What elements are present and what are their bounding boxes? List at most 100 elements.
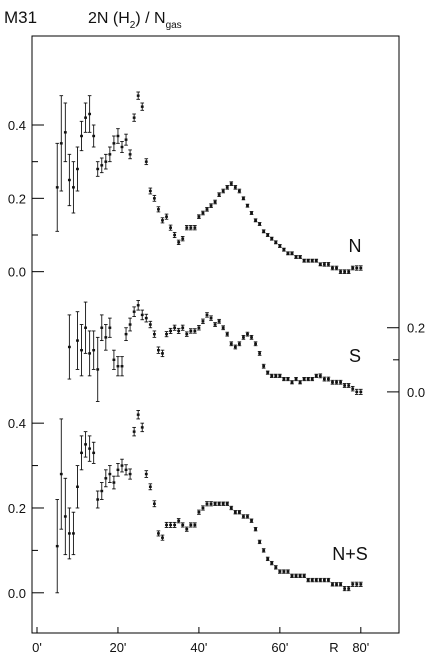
data-marker xyxy=(258,352,262,355)
data-point xyxy=(112,349,116,370)
data-marker xyxy=(197,215,201,218)
data-marker xyxy=(254,527,257,531)
data-point xyxy=(87,95,92,133)
data-point xyxy=(282,247,286,252)
data-marker xyxy=(274,241,278,244)
data-point xyxy=(322,577,327,583)
data-marker xyxy=(152,502,156,505)
data-point xyxy=(144,313,149,323)
data-point xyxy=(184,225,189,231)
data-point xyxy=(95,490,100,509)
data-marker xyxy=(327,263,330,266)
data-marker xyxy=(302,377,306,381)
data-marker xyxy=(124,468,128,472)
data-point xyxy=(67,314,72,380)
data-marker xyxy=(294,255,298,259)
data-marker xyxy=(306,377,310,381)
data-point xyxy=(156,346,161,354)
data-point xyxy=(79,435,84,471)
data-point xyxy=(168,521,173,528)
data-marker xyxy=(262,230,266,233)
data-point xyxy=(253,341,258,347)
data-point xyxy=(75,465,80,509)
data-point xyxy=(294,255,298,259)
data-marker xyxy=(274,374,278,378)
data-point xyxy=(306,258,310,263)
data-point xyxy=(164,521,169,528)
data-marker xyxy=(278,244,282,248)
data-point xyxy=(221,501,225,506)
data-point xyxy=(108,146,112,163)
data-marker xyxy=(112,142,116,145)
data-point xyxy=(197,509,201,515)
data-point xyxy=(176,239,181,245)
data-point xyxy=(193,328,197,334)
data-point xyxy=(160,349,165,358)
data-marker xyxy=(250,211,253,215)
data-point xyxy=(120,458,124,473)
data-marker xyxy=(221,189,225,193)
data-point xyxy=(233,344,238,350)
data-marker xyxy=(80,348,83,352)
data-point xyxy=(209,501,213,507)
data-point xyxy=(152,330,157,338)
data-point xyxy=(108,317,112,338)
data-marker xyxy=(213,200,217,204)
data-marker xyxy=(359,266,363,270)
data-point xyxy=(184,331,189,337)
data-point xyxy=(91,124,96,148)
data-marker xyxy=(254,342,257,345)
data-marker xyxy=(242,336,245,339)
data-marker xyxy=(258,222,262,226)
data-point xyxy=(225,501,230,506)
data-point xyxy=(354,388,359,395)
data-marker xyxy=(169,523,172,527)
data-point xyxy=(269,560,274,566)
data-point xyxy=(59,418,64,530)
panel-label-s: S xyxy=(349,346,361,366)
data-point xyxy=(193,522,197,528)
data-point xyxy=(354,581,359,587)
data-marker xyxy=(355,266,359,270)
data-point xyxy=(104,153,108,170)
y-tick-label: 0.4 xyxy=(8,118,26,133)
data-point xyxy=(334,379,339,385)
data-point xyxy=(229,181,234,186)
data-point xyxy=(346,383,351,388)
data-point xyxy=(87,435,92,462)
data-marker xyxy=(306,578,310,582)
data-marker xyxy=(359,390,363,394)
data-point xyxy=(144,158,149,166)
data-marker xyxy=(161,536,164,539)
data-marker xyxy=(254,219,257,222)
data-marker xyxy=(144,160,148,163)
data-marker xyxy=(213,323,217,326)
data-point xyxy=(233,510,238,515)
data-marker xyxy=(132,116,136,119)
data-point xyxy=(261,363,266,369)
data-marker xyxy=(201,211,205,215)
data-point xyxy=(294,377,298,382)
data-point xyxy=(350,581,355,587)
data-marker xyxy=(116,134,120,138)
data-marker xyxy=(351,266,355,270)
data-marker xyxy=(185,332,189,336)
data-point xyxy=(290,251,294,256)
data-point xyxy=(245,514,250,519)
data-point xyxy=(176,518,181,524)
data-point xyxy=(116,463,120,477)
data-point xyxy=(245,331,250,337)
data-marker xyxy=(140,105,144,108)
data-marker xyxy=(274,566,278,569)
data-marker xyxy=(262,365,266,368)
data-point xyxy=(209,315,213,321)
data-point xyxy=(91,330,96,370)
data-marker xyxy=(229,342,233,345)
data-point xyxy=(79,120,84,152)
data-marker xyxy=(148,323,152,326)
data-marker xyxy=(225,332,229,336)
data-point xyxy=(221,188,225,194)
data-point xyxy=(249,334,254,340)
data-point xyxy=(95,336,100,402)
data-marker xyxy=(84,116,87,119)
